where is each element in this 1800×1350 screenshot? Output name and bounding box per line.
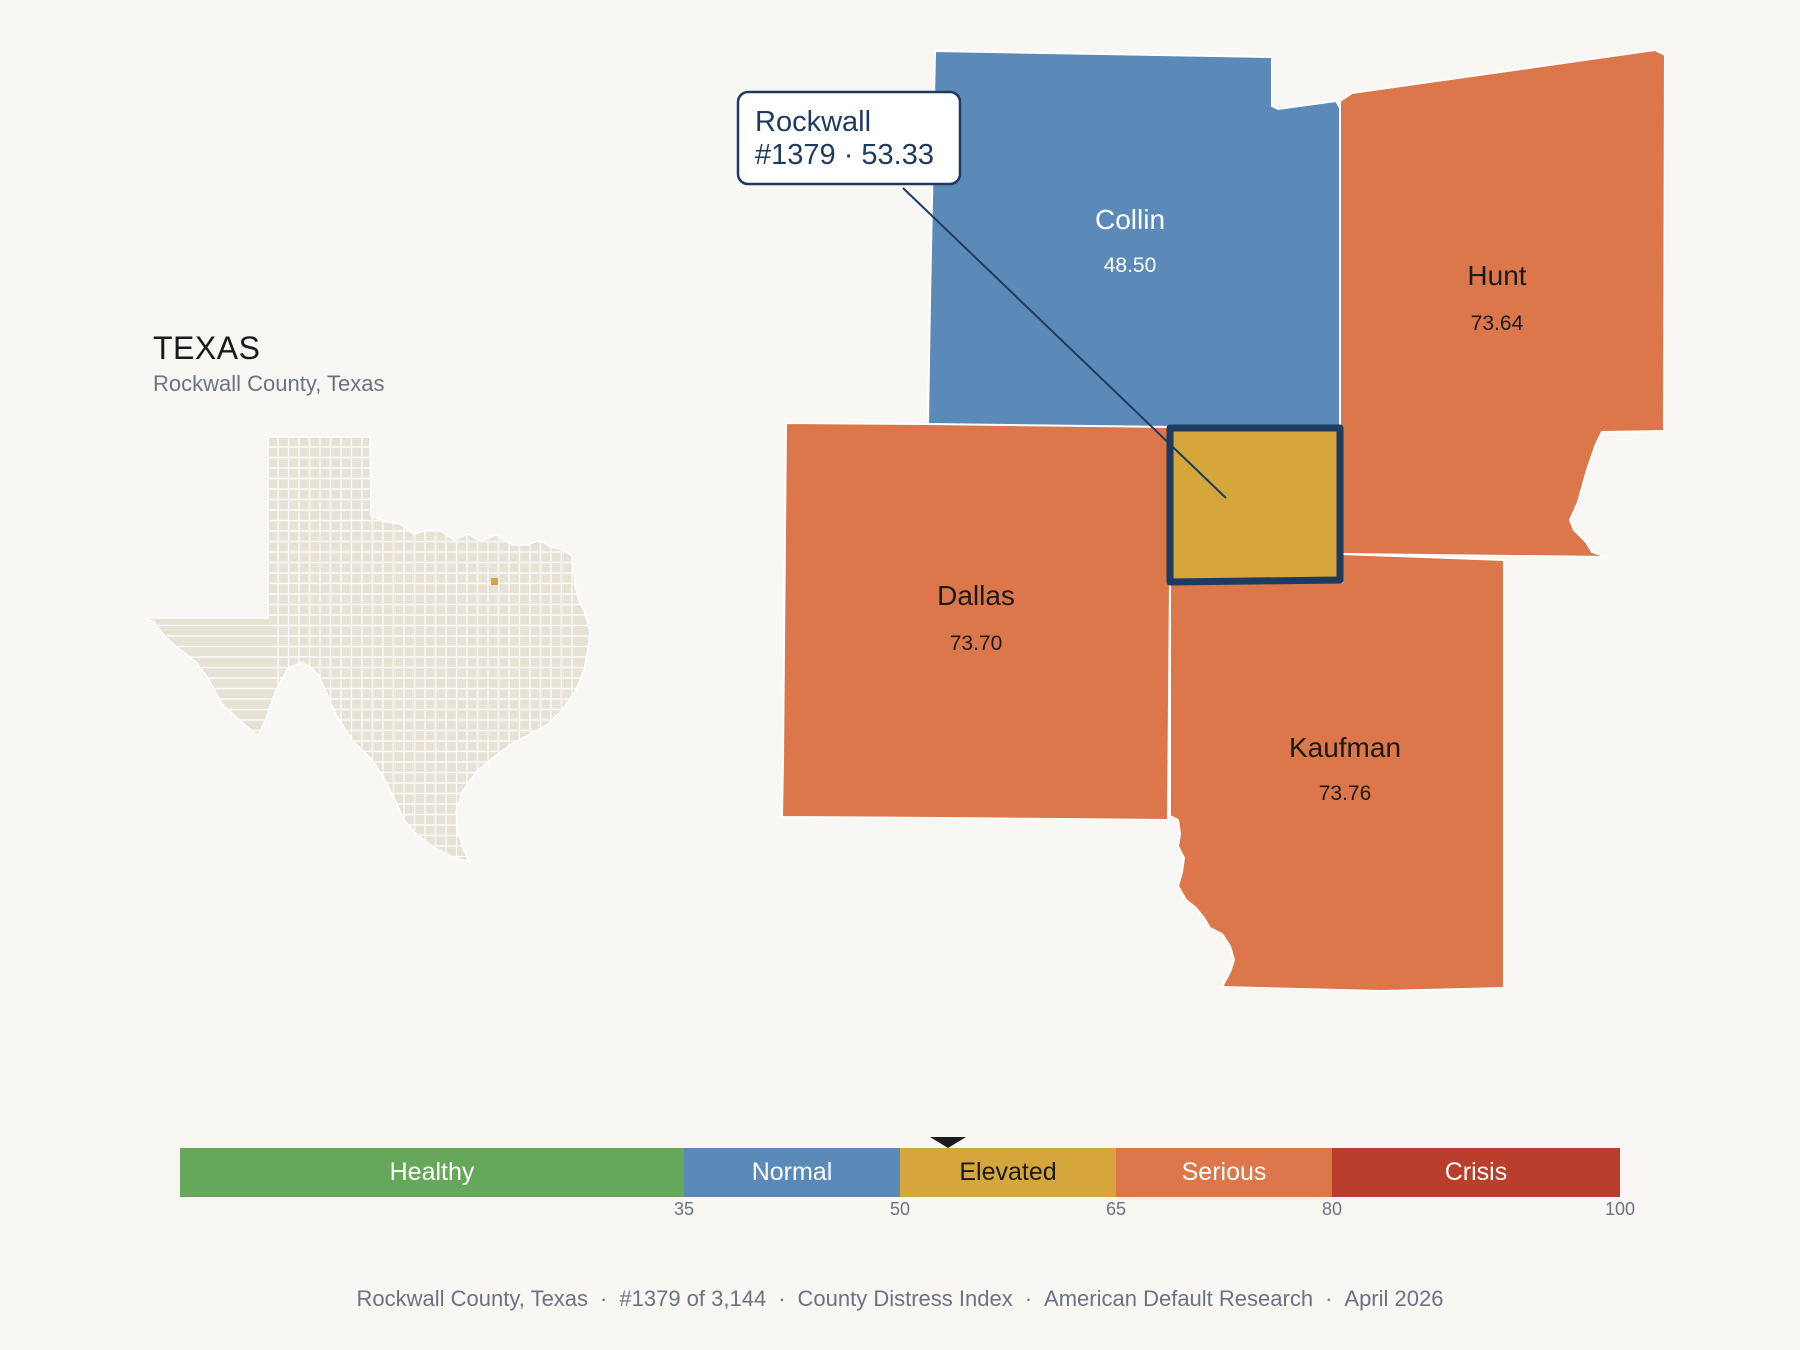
legend-segment-healthy: Healthy <box>180 1148 684 1197</box>
legend-value-marker <box>929 1137 966 1148</box>
footer-index-name: County Distress Index <box>797 1286 1013 1311</box>
rockwall-highlight-outline <box>1166 424 1344 586</box>
inset-county-subtitle: Rockwall County, Texas <box>153 371 385 396</box>
legend-tick-65: 65 <box>1105 1199 1127 1219</box>
rockwall-callout: Rockwall #1379 · 53.33 <box>736 90 1227 499</box>
county-rockwall[interactable] <box>1169 427 1341 584</box>
legend-segment-crisis: Crisis <box>1332 1148 1620 1197</box>
county-labels: Collin 48.50 Hunt 73.64 Dallas 73.70 Kau… <box>937 204 1527 805</box>
legend-segment-normal: Normal <box>684 1148 900 1197</box>
inset-state-title: TEXAS <box>153 330 261 366</box>
texas-inset-map <box>145 436 591 863</box>
county-label-hunt: Hunt <box>1467 260 1526 291</box>
footer-separator: · <box>778 1286 786 1311</box>
callout-leader-line <box>902 187 1227 499</box>
footer-date: April 2026 <box>1344 1286 1444 1311</box>
footer-separator: · <box>1024 1286 1033 1311</box>
callout-box <box>736 90 962 186</box>
legend-tick-50: 50 <box>889 1199 911 1219</box>
footer-source: American Default Research <box>1044 1286 1314 1311</box>
legend-segment-serious: Serious <box>1116 1148 1332 1197</box>
legend-segment-elevated: Elevated <box>900 1148 1116 1197</box>
legend-tick-80: 80 <box>1321 1199 1343 1219</box>
county-dallas[interactable] <box>780 421 1171 822</box>
county-collin[interactable] <box>926 49 1341 431</box>
rockwall-inset-marker <box>491 578 498 585</box>
county-score-collin: 48.50 <box>1104 254 1157 277</box>
county-kaufman[interactable] <box>1169 552 1505 993</box>
county-label-collin: Collin <box>1095 204 1165 235</box>
footer-county: Rockwall County, Texas <box>356 1286 589 1311</box>
county-shapes <box>780 48 1667 993</box>
legend-tick-35: 35 <box>673 1199 695 1219</box>
county-score-kaufman: 73.76 <box>1319 782 1372 805</box>
legend-tick-100: 100 <box>1604 1199 1636 1219</box>
callout-rank-score: #1379 · 53.33 <box>755 139 934 171</box>
county-label-kaufman: Kaufman <box>1289 732 1401 763</box>
county-score-dallas: 73.70 <box>950 632 1003 655</box>
footer-rank: #1379 of 3,144 <box>619 1286 767 1311</box>
legend-scale-bar: Healthy Normal Elevated Serious Crisis <box>180 1148 1620 1197</box>
footer-separator: · <box>600 1286 608 1311</box>
county-score-hunt: 73.64 <box>1471 312 1524 335</box>
county-label-dallas: Dallas <box>937 580 1015 611</box>
footer-separator: · <box>1325 1286 1333 1311</box>
county-hunt[interactable] <box>1339 48 1667 558</box>
callout-county-name: Rockwall <box>755 106 871 138</box>
footer: Rockwall County, Texas · #1379 of 3,144 · Co… <box>0 1286 1800 1312</box>
